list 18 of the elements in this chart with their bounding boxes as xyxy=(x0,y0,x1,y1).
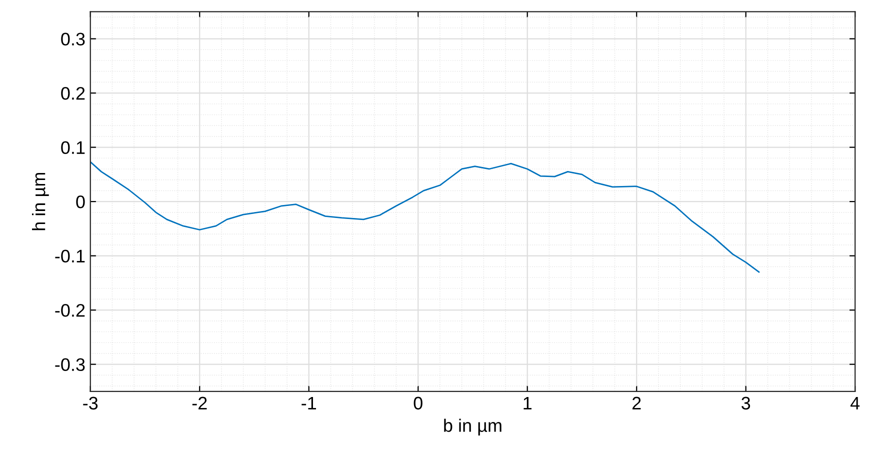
y-tick-label: -0.3 xyxy=(55,358,85,372)
y-tick-label: -0.1 xyxy=(55,250,85,263)
y-tick-label: 0.2 xyxy=(61,86,85,100)
y-axis-title: h in µm xyxy=(32,172,49,230)
x-tick-label: -1 xyxy=(302,396,316,410)
x-tick-label: 3 xyxy=(742,396,750,410)
line-series xyxy=(90,161,760,273)
x-tick-label: 4 xyxy=(850,396,860,410)
y-tick-label: 0 xyxy=(76,195,85,208)
x-tick-label: 1 xyxy=(524,396,532,410)
x-axis-title: b in µm xyxy=(444,418,502,436)
y-tick-label: -0.2 xyxy=(55,304,85,317)
x-tick-label: -2 xyxy=(192,396,207,410)
x-tick-label: 2 xyxy=(632,396,641,410)
y-tick-label: 0.1 xyxy=(61,141,85,154)
x-tick-label: -3 xyxy=(83,396,98,410)
y-tick-label: 0.3 xyxy=(61,32,85,46)
x-tick-label: 0 xyxy=(414,396,422,410)
